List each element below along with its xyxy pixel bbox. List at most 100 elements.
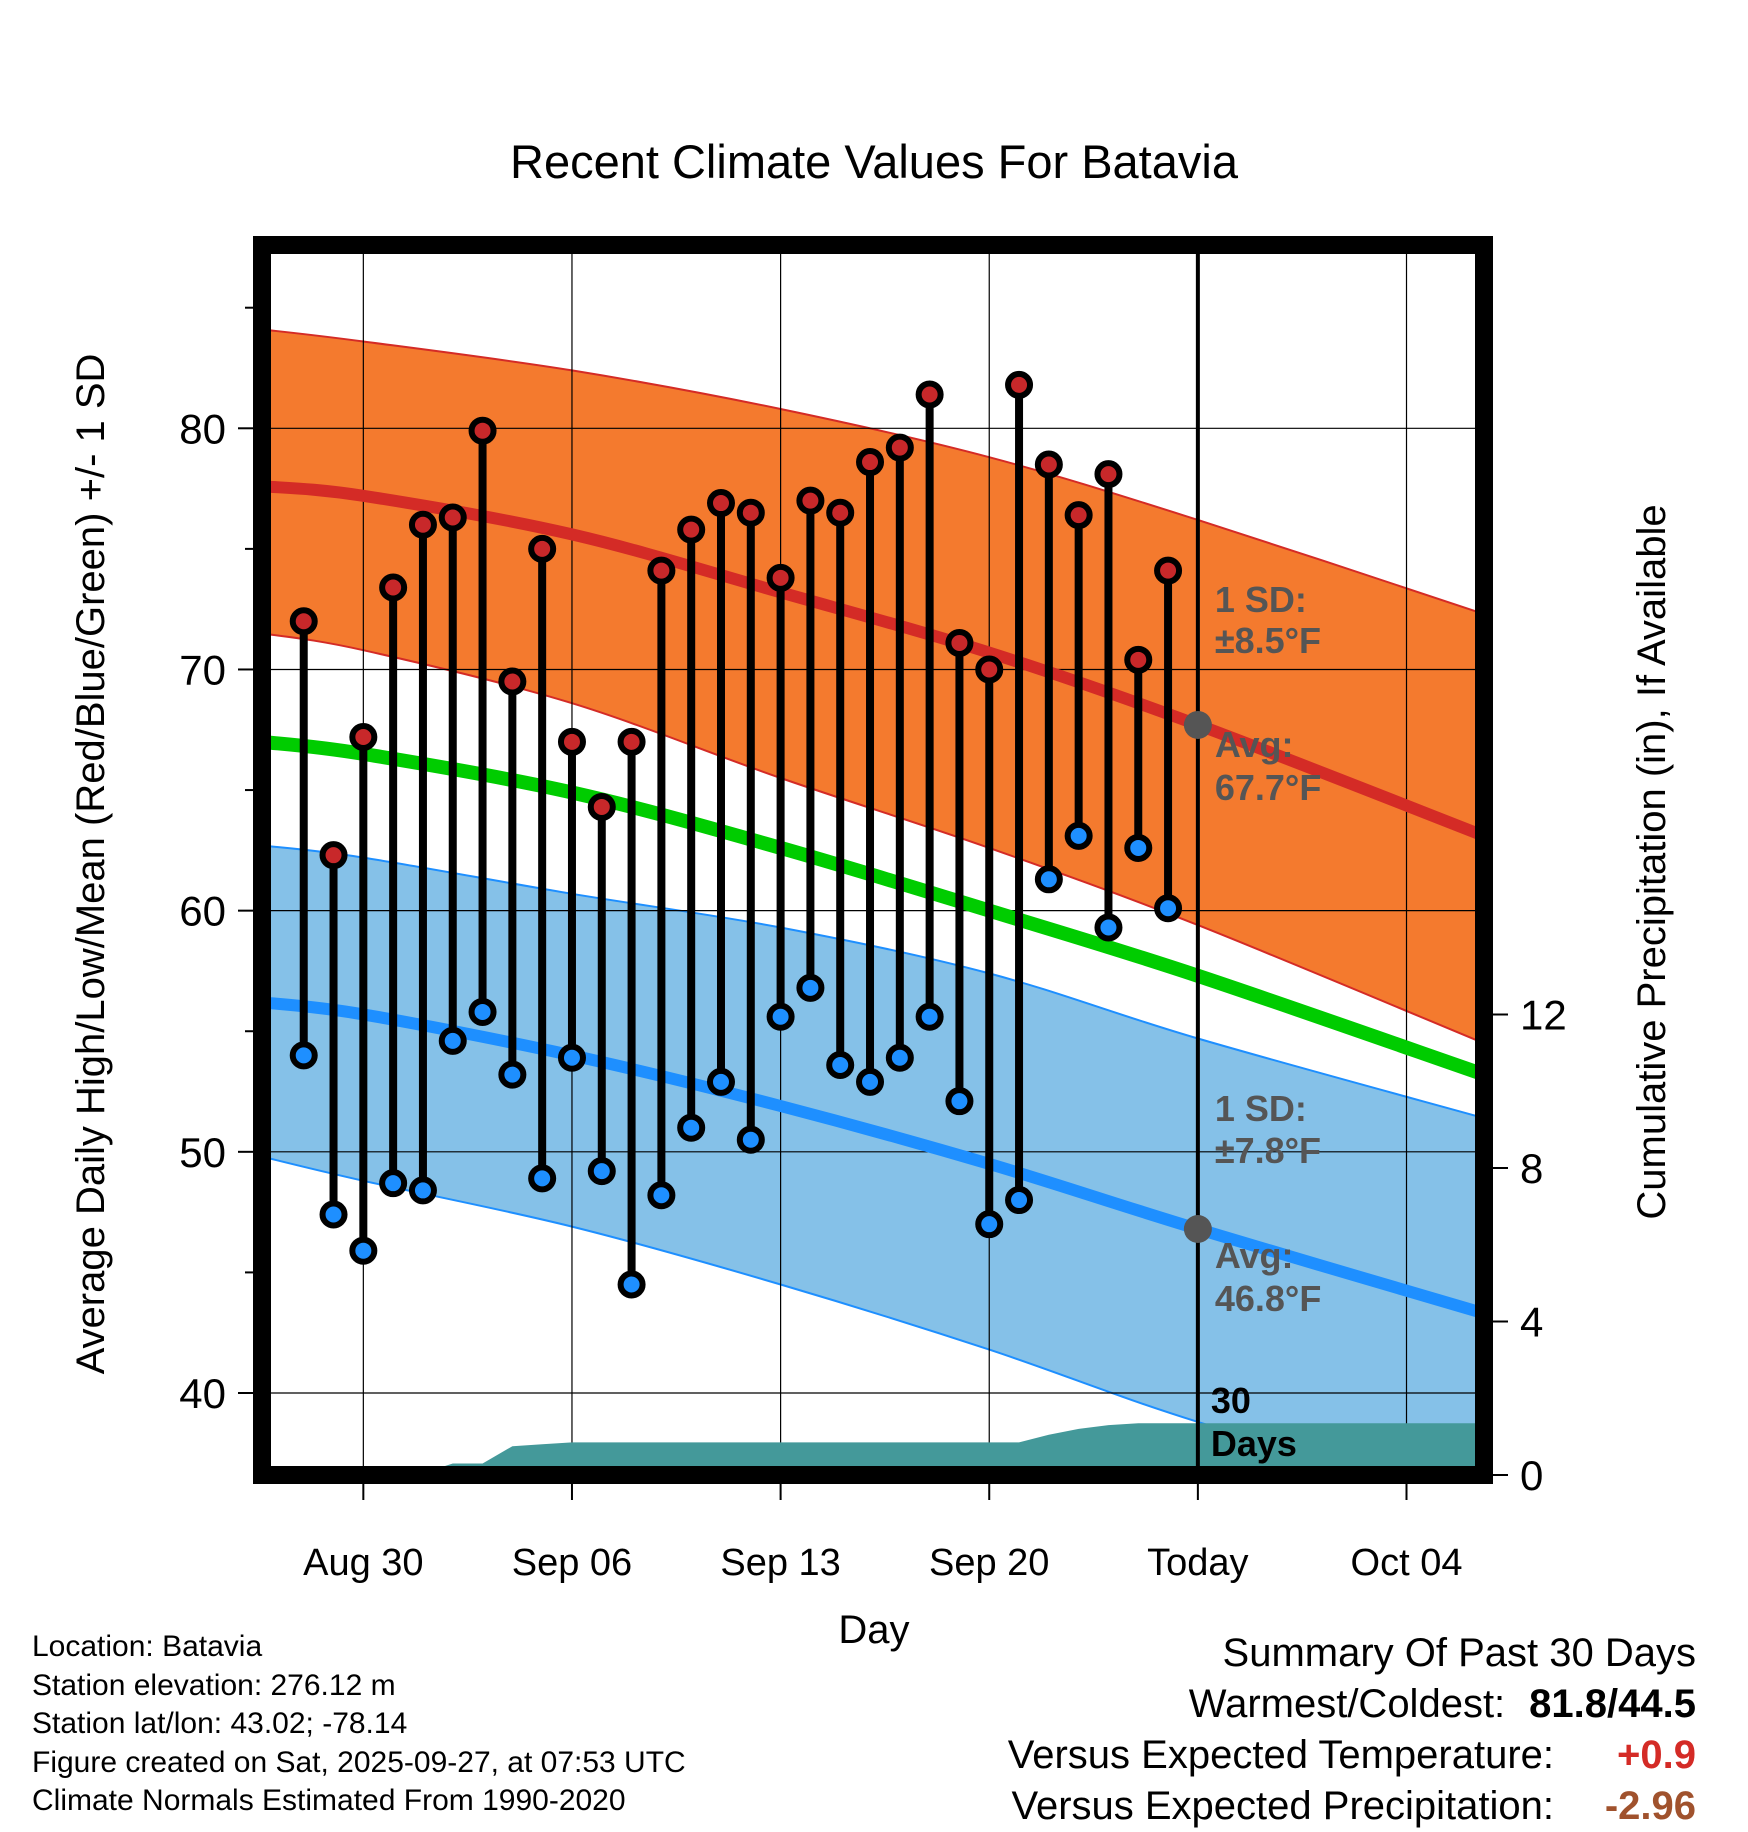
y-tick-label: 70: [179, 646, 226, 693]
daily-high-point: [796, 486, 825, 515]
daily-high-point: [528, 534, 557, 563]
daily-high-point: [766, 563, 795, 592]
daily-low-point: [438, 1026, 467, 1055]
normal-high-line: [262, 480, 1484, 842]
precip-anomaly-value: -2.96: [1604, 1784, 1696, 1828]
daily-low-point: [557, 1043, 586, 1072]
x-tick-label: Sep 20: [929, 1542, 1049, 1584]
summary-temp: Versus Expected Temperature: +0.9: [1008, 1730, 1696, 1781]
low-sd-value: ±7.8°F: [1215, 1130, 1321, 1171]
daily-low-point: [856, 1067, 885, 1096]
daily-high-point: [1034, 450, 1063, 479]
daily-low-point: [408, 1176, 437, 1205]
daily-high-point: [915, 380, 944, 409]
x-axis-label: Day: [838, 1608, 909, 1652]
daily-high-point: [856, 448, 885, 477]
info-normals: Climate Normals Estimated From 1990-2020: [32, 1784, 626, 1817]
y-tick-label: 80: [179, 405, 226, 452]
today-low-avg-marker: [1183, 1215, 1212, 1243]
summary-precip: Versus Expected Precipitation: -2.96: [1008, 1781, 1696, 1832]
daily-low-point: [498, 1060, 527, 1089]
daily-high-point: [885, 433, 914, 462]
x-tick-label: Sep 13: [720, 1542, 840, 1584]
daily-low-point: [736, 1125, 765, 1154]
daily-low-point: [915, 1002, 944, 1031]
daily-low-point: [289, 1041, 318, 1070]
daily-low-point: [528, 1164, 557, 1193]
daily-low-point: [617, 1270, 646, 1299]
daily-high-point: [349, 723, 378, 751]
low-sd-label: 1 SD:: [1215, 1088, 1307, 1129]
daily-low-point: [885, 1043, 914, 1072]
daily-low-point: [1005, 1186, 1034, 1215]
summary-warm-cold: Warmest/Coldest: 81.8/44.5: [1008, 1679, 1696, 1730]
x-tick-label: Aug 30: [303, 1542, 423, 1584]
x-tick-label: Oct 04: [1351, 1542, 1463, 1584]
daily-high-point: [826, 498, 855, 527]
info-location: Location: Batavia: [32, 1630, 263, 1663]
high-avg-label: Avg:: [1215, 724, 1294, 765]
precip-area: [303, 1423, 1484, 1475]
y-tick-label: 60: [179, 888, 226, 935]
info-latlon: Station lat/lon: 43.02; -78.14: [32, 1707, 408, 1740]
y2-tick-label: 0: [1520, 1452, 1543, 1499]
daily-low-point: [587, 1157, 616, 1186]
low-avg-value: 46.8°F: [1215, 1278, 1321, 1319]
daily-low-point: [319, 1200, 348, 1229]
daily-high-point: [408, 510, 437, 539]
daily-high-point: [736, 498, 765, 527]
high-sd-value: ±8.5°F: [1215, 620, 1321, 661]
chart-title: Recent Climate Values For Batavia: [510, 135, 1239, 188]
daily-low-point: [945, 1087, 974, 1116]
daily-low-point: [379, 1169, 408, 1198]
daily-high-point: [379, 573, 408, 602]
daily-high-point: [498, 667, 527, 696]
info-elevation: Station elevation: 276.12 m: [32, 1668, 396, 1702]
daily-low-point: [1064, 821, 1093, 850]
y2-tick-label: 4: [1520, 1298, 1543, 1345]
daily-low-point: [826, 1051, 855, 1079]
y-tick-label: 40: [179, 1370, 226, 1417]
daily-high-point: [706, 489, 735, 518]
daily-low-point: [766, 1002, 795, 1031]
low-avg-label: Avg:: [1215, 1235, 1294, 1276]
daily-high-point: [468, 416, 497, 445]
daily-low-point: [1094, 913, 1123, 942]
y2-tick-label: 8: [1520, 1145, 1543, 1192]
days-label-count: 30: [1211, 1380, 1251, 1421]
info-created: Figure created on Sat, 2025-09-27, at 07…: [32, 1745, 686, 1779]
daily-high-point: [319, 841, 348, 870]
daily-high-point: [677, 515, 706, 544]
daily-high-point: [1094, 460, 1123, 489]
daily-high-point: [975, 655, 1004, 684]
daily-low-point: [975, 1210, 1004, 1239]
high-sd-label: 1 SD:: [1215, 579, 1307, 620]
today-high-avg-marker: [1183, 710, 1212, 739]
warm-cold-value: 81.8/44.5: [1529, 1682, 1696, 1726]
y2-tick-label: 12: [1520, 991, 1567, 1038]
daily-low-point: [1154, 894, 1183, 923]
temp-anomaly-value: +0.9: [1617, 1733, 1696, 1777]
daily-low-point: [706, 1067, 735, 1096]
daily-high-point: [587, 792, 616, 821]
daily-high-point: [1005, 370, 1034, 399]
daily-high-point: [289, 607, 318, 636]
x-tick-label: Sep 06: [512, 1542, 632, 1584]
y-axis-label: Average Daily High/Low/Mean (Red/Blue/Gr…: [69, 354, 113, 1375]
days-label-text: Days: [1211, 1423, 1297, 1464]
summary-title: Summary Of Past 30 Days: [1222, 1631, 1696, 1675]
precip-anomaly-label: Versus Expected Precipitation:: [1011, 1784, 1554, 1828]
daily-high-point: [1064, 501, 1093, 530]
daily-high-point: [1154, 556, 1183, 585]
daily-high-point: [647, 556, 676, 585]
daily-low-point: [1124, 833, 1153, 862]
y-tick-label: 50: [179, 1129, 226, 1176]
low-sd-band: [262, 844, 1484, 1475]
station-info: Location: Batavia Station elevation: 276…: [32, 1628, 686, 1821]
daily-low-point: [677, 1113, 706, 1142]
y2-axis-label: Cumulative Precipitation (in), If Availa…: [1630, 504, 1674, 1219]
daily-low-point: [349, 1236, 378, 1265]
daily-low-point: [796, 973, 825, 1002]
